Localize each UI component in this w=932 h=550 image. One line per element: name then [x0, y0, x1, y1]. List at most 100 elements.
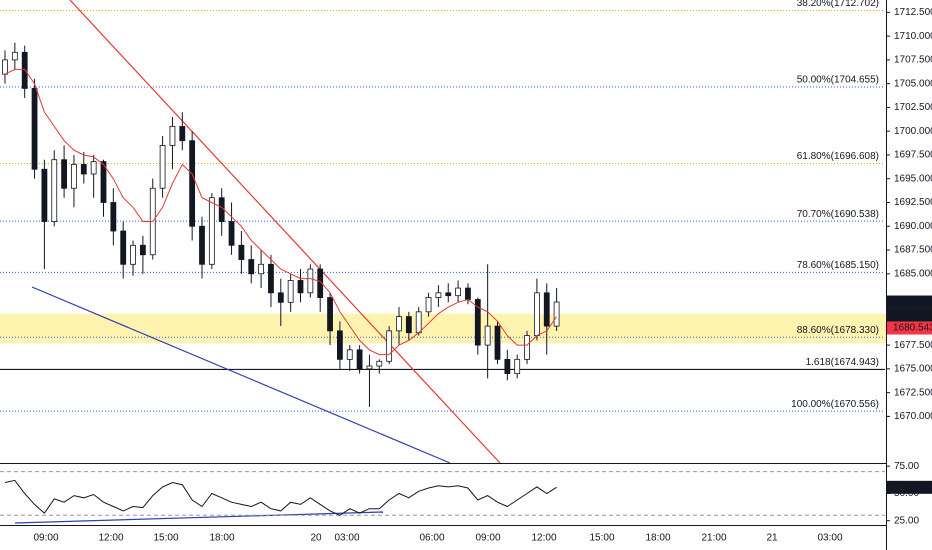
x-tick-label: 20	[310, 533, 322, 544]
y-tick-label: 1690.000	[894, 221, 932, 232]
y-tick-label: 1695.000	[894, 173, 932, 184]
candle-body	[504, 358, 511, 375]
candle-body	[336, 330, 343, 360]
x-tick-label: 09:00	[33, 533, 58, 544]
candle-body	[297, 280, 304, 294]
y-tick-label: 1707.500	[894, 55, 932, 66]
trendline-blue	[31, 286, 451, 464]
x-tick-label: 15:00	[153, 533, 178, 544]
trendline-red	[69, 0, 501, 464]
y-tick-label: 1670.000	[894, 411, 932, 422]
y-tick-label: 1672.500	[894, 387, 932, 398]
fib-label: 88.60%(1678.330)	[797, 325, 879, 336]
candle-body	[2, 59, 8, 75]
rsi-tick-label: 25.00	[894, 515, 919, 526]
rsi-line	[4, 479, 557, 516]
candle-body	[208, 197, 215, 265]
x-tick-label: 21:00	[701, 533, 726, 544]
fib-label: 50.00%(1704.655)	[797, 75, 879, 86]
candle-body	[277, 292, 284, 303]
candle-body	[31, 88, 38, 170]
x-tick-label: 03:00	[817, 533, 842, 544]
y-tick-label: 1712.500	[894, 7, 932, 18]
rsi-trendline	[14, 511, 384, 524]
rsi-layer	[0, 471, 885, 516]
candle-body	[494, 325, 501, 360]
fib-label: 78.60%(1685.150)	[797, 260, 879, 271]
price-badge: 1682.032	[893, 297, 932, 308]
fib-label: 100.00%(1670.556)	[791, 399, 879, 410]
candle-body	[268, 263, 274, 294]
candle-body	[248, 259, 255, 275]
y-tick-label: 1697.500	[894, 150, 932, 161]
candle-body	[307, 268, 314, 294]
candle-body	[238, 244, 245, 260]
y-tick-label: 1702.500	[894, 102, 932, 113]
x-tick-label: 09:00	[475, 533, 500, 544]
candle-body	[11, 51, 18, 61]
ma-badge: 1680.543	[893, 323, 932, 334]
candle-body	[474, 299, 481, 346]
candle-body	[346, 349, 353, 360]
candle-body	[366, 365, 373, 370]
candle-body	[524, 335, 530, 360]
countdown-bg	[887, 308, 932, 322]
candle-body	[228, 221, 235, 246]
candle-body	[159, 145, 166, 189]
candle-body	[71, 164, 77, 189]
highlight-zone	[0, 313, 886, 344]
ma-badge-bg	[887, 321, 932, 335]
candle-body	[317, 268, 324, 298]
fib-label: 70.70%(1690.538)	[797, 209, 879, 220]
candle-body	[484, 325, 491, 346]
axis-layer: 1712.500 1710.000 1707.500 1705.000 1702.500…	[33, 7, 932, 544]
candle-body	[130, 244, 136, 265]
y-tick-label: 1677.500	[894, 340, 932, 351]
candle-body	[435, 292, 442, 298]
candle-body	[51, 159, 58, 222]
candle-body	[405, 316, 412, 334]
zone-layer	[0, 313, 886, 344]
candle-body	[61, 159, 67, 189]
x-tick-label: 15:00	[589, 533, 614, 544]
candle-body	[356, 349, 363, 370]
candle-body	[553, 301, 560, 327]
candle-body	[465, 287, 471, 300]
x-tick-label: 12:00	[531, 533, 556, 544]
candle-body	[534, 292, 540, 337]
candle-body	[120, 230, 127, 265]
candle-body	[199, 225, 205, 265]
candle-body	[258, 263, 265, 275]
candle-body	[100, 161, 107, 203]
countdown: 08:29	[903, 310, 928, 321]
x-tick-label: 06:00	[419, 533, 444, 544]
candle-body	[110, 202, 117, 232]
candle-body	[543, 292, 550, 327]
moving-average	[4, 68, 558, 356]
y-tick-label: 1705.000	[894, 78, 932, 89]
candle-body	[425, 297, 432, 313]
candle-body	[445, 292, 452, 297]
candle-body	[179, 126, 186, 142]
candle-body	[41, 168, 48, 222]
y-tick-label: 1675.000	[894, 364, 932, 375]
fib-label: 38.20%(1712.702)	[797, 0, 879, 9]
rsi-badge-bg	[887, 480, 932, 494]
fib-label: 61.80%(1696.608)	[797, 151, 879, 162]
candle-body	[80, 164, 87, 175]
x-tick-label: 21	[766, 533, 778, 544]
x-tick-label: 03:00	[334, 533, 359, 544]
y-tick-label: 1700.000	[894, 126, 932, 137]
candle-body	[514, 358, 521, 375]
candle-body	[376, 360, 383, 367]
price-badge-bg	[887, 295, 932, 309]
y-tick-label: 1685.000	[894, 268, 932, 279]
candle-layer	[2, 42, 560, 407]
candle-body	[455, 287, 462, 297]
rsi-tick-label: 75.00	[894, 461, 919, 472]
candle-body	[169, 126, 176, 146]
y-tick-label: 1710.000	[894, 31, 932, 42]
candle-body	[139, 244, 146, 256]
